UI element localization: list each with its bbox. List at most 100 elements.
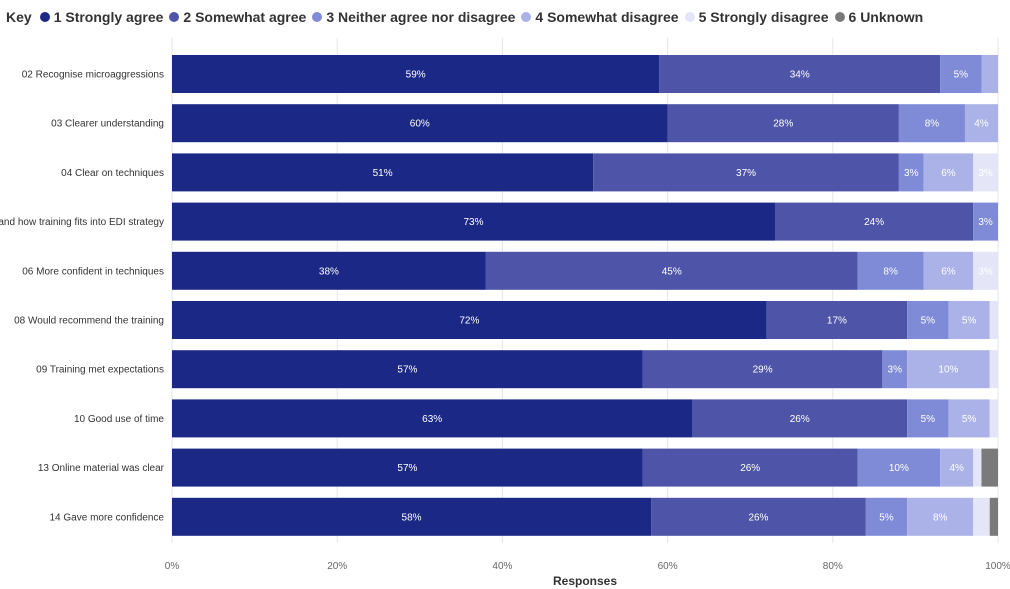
x-tick-label: 20% (327, 561, 347, 572)
bar-segment[interactable] (593, 153, 899, 192)
bar-row: 58% 26% 5% 8% (172, 497, 998, 536)
data-label: 57% (397, 463, 417, 474)
bar-segment[interactable] (659, 55, 941, 93)
data-label: 3% (978, 217, 993, 228)
bar-segment[interactable] (989, 350, 998, 389)
legend-dot-icon (684, 12, 695, 22)
legend-label: 3 Neither agree nor disagree (326, 9, 516, 25)
category-label: 03 Clearer understanding (51, 119, 164, 130)
data-label: 17% (827, 316, 847, 327)
bar-segment[interactable] (882, 350, 908, 389)
x-axis-ticks: 0% 20% 40% 60% 80% 100% (165, 561, 1010, 572)
data-label: 37% (736, 168, 756, 179)
bar-row: 72% 17% 5% 5% (172, 301, 998, 339)
bar-segment[interactable] (923, 153, 974, 192)
bar-segment[interactable] (857, 251, 924, 290)
data-label: 5% (962, 414, 977, 425)
bar-segment[interactable] (964, 104, 998, 143)
bar-row: 59% 34% 5% (172, 55, 998, 93)
bar-segment[interactable] (973, 497, 990, 536)
data-label: 3% (978, 168, 993, 179)
bar-segment[interactable] (642, 350, 883, 389)
data-label: 34% (790, 70, 810, 81)
bars: 59% 34% 5%60% 28% 8% 4%51% 37% 3% 6% 3%73% 24% 3%38… (172, 55, 998, 536)
bar-segment[interactable] (651, 497, 866, 536)
data-label: 72% (459, 316, 479, 327)
bar-segment[interactable] (172, 350, 643, 389)
bar-segment[interactable] (940, 448, 974, 487)
bar-segment[interactable] (485, 251, 858, 290)
bar-row: 73% 24% 3% (172, 202, 998, 241)
bar-segment[interactable] (973, 251, 998, 290)
bar-segment[interactable] (940, 55, 982, 93)
bar-segment[interactable] (989, 497, 998, 536)
bar-segment[interactable] (172, 202, 775, 241)
x-tick-label: 0% (165, 561, 180, 572)
category-label: 06 More confident in techniques (22, 266, 164, 277)
data-label: 5% (954, 70, 969, 81)
legend-label: 4 Somewhat disagree (535, 9, 679, 25)
bar-segment[interactable] (948, 399, 990, 438)
data-label: 38% (319, 266, 339, 277)
legend-item-2[interactable]: 2 Somewhat agree (169, 9, 306, 25)
bar-segment[interactable] (172, 301, 767, 339)
category-label: 14 Gave more confidence (49, 512, 164, 523)
data-label: 26% (740, 463, 760, 474)
bar-segment[interactable] (973, 202, 998, 241)
bar-segment[interactable] (857, 448, 941, 487)
category-label: 13 Online material was clear (38, 463, 165, 474)
bar-segment[interactable] (766, 301, 908, 339)
legend-item-6[interactable]: 6 Unknown (834, 9, 923, 25)
x-tick-label: 80% (823, 561, 843, 572)
data-label: 5% (921, 316, 936, 327)
bar-segment[interactable] (774, 202, 974, 241)
bar-segment[interactable] (898, 104, 965, 143)
bar-row: 63% 26% 5% 5% (172, 399, 998, 438)
data-label: 8% (933, 512, 948, 523)
bar-row: 57% 26% 10% 4% (172, 448, 998, 487)
bar-segment[interactable] (981, 448, 998, 487)
legend-item-1[interactable]: 1 Strongly agree (39, 9, 164, 25)
legend-item-3[interactable]: 3 Neither agree nor disagree (312, 9, 515, 25)
legend-item-5[interactable]: 5 Strongly disagree (684, 9, 829, 25)
bar-segment[interactable] (642, 448, 858, 487)
bar-segment[interactable] (907, 301, 949, 339)
data-label: 26% (748, 512, 768, 523)
data-label: 3% (904, 168, 919, 179)
x-tick-label: 60% (658, 561, 678, 572)
bar-segment[interactable] (898, 153, 924, 192)
bar-segment[interactable] (923, 251, 974, 290)
bar-segment[interactable] (172, 448, 643, 487)
data-label: 63% (422, 414, 442, 425)
bar-segment[interactable] (907, 350, 990, 389)
data-label: 59% (406, 70, 426, 81)
bar-segment[interactable] (989, 399, 998, 438)
bar-segment[interactable] (948, 301, 990, 339)
bar-segment[interactable] (172, 104, 668, 143)
data-label: 5% (879, 512, 894, 523)
bar-segment[interactable] (989, 301, 998, 339)
bar-segment[interactable] (172, 55, 660, 93)
bar-segment[interactable] (172, 497, 652, 536)
category-label: 10 Good use of time (74, 414, 164, 425)
data-label: 45% (662, 266, 682, 277)
bar-segment[interactable] (907, 399, 949, 438)
bar-segment[interactable] (172, 153, 594, 192)
category-label: 08 Would recommend the training (14, 316, 164, 327)
bar-segment[interactable] (692, 399, 908, 438)
bar-segment[interactable] (865, 497, 908, 536)
legend-item-4[interactable]: 4 Somewhat disagree (521, 9, 679, 25)
bar-segment[interactable] (907, 497, 974, 536)
legend-dot-icon (169, 12, 180, 22)
legend-title: Key (6, 9, 32, 25)
legend-label: 1 Strongly agree (53, 9, 164, 25)
data-label: 4% (974, 119, 989, 130)
bar-segment[interactable] (973, 153, 998, 192)
bar-segment[interactable] (667, 104, 899, 143)
data-label: 3% (978, 266, 993, 277)
bar-segment[interactable] (172, 251, 486, 290)
bar-segment[interactable] (981, 55, 998, 93)
bar-segment[interactable] (973, 448, 982, 487)
bar-segment[interactable] (172, 399, 693, 438)
